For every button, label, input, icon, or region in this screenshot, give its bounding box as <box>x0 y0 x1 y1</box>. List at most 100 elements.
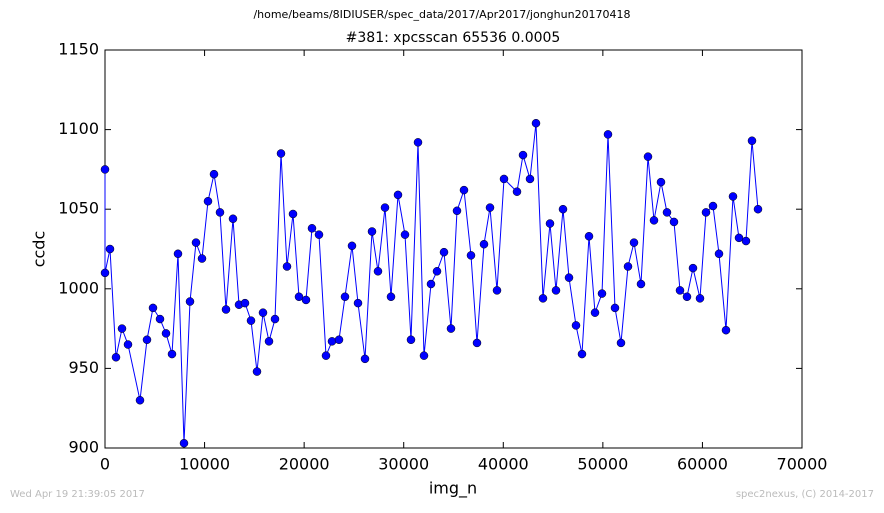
data-point <box>714 249 724 259</box>
data-point <box>246 316 256 325</box>
data-point <box>623 262 633 271</box>
data-point <box>117 324 127 333</box>
data-point <box>334 335 344 344</box>
data-point <box>209 169 219 179</box>
data-point <box>191 238 201 247</box>
x-tick-label: 60000 <box>677 455 728 474</box>
data-point <box>734 233 744 243</box>
data-point <box>406 335 416 344</box>
data-point <box>100 268 110 278</box>
data-point <box>123 340 133 349</box>
data-point <box>479 239 489 249</box>
chart-title: #381: xpcsscan 65536 0.0005 <box>346 30 561 46</box>
data-point <box>701 208 711 217</box>
x-tick-label: 10000 <box>179 455 230 474</box>
data-point <box>518 150 528 160</box>
data-point <box>215 208 225 217</box>
x-tick-label: 0 <box>100 455 110 474</box>
data-point <box>558 204 568 214</box>
data-point <box>695 294 705 303</box>
data-point <box>452 206 462 216</box>
data-point <box>258 308 268 317</box>
data-point <box>459 185 469 195</box>
data-point <box>167 349 177 359</box>
data-point <box>161 329 171 338</box>
data-point <box>649 216 659 225</box>
data-point <box>688 263 698 273</box>
data-point <box>610 303 620 313</box>
data-point <box>590 308 600 317</box>
data-point <box>321 351 331 360</box>
data-point <box>564 273 574 282</box>
data-point <box>656 177 666 187</box>
data-point <box>294 292 304 302</box>
data-point <box>340 292 350 302</box>
data-point <box>264 337 274 346</box>
data-point <box>142 335 152 344</box>
data-point <box>240 298 250 308</box>
data-point <box>380 203 390 212</box>
y-tick-label: 1000 <box>58 278 99 297</box>
y-tick-label: 950 <box>68 358 99 377</box>
data-point <box>512 187 522 196</box>
data-point <box>400 230 410 239</box>
y-axis-label: ccdc <box>30 231 49 268</box>
x-tick-label: 50000 <box>577 455 628 474</box>
data-point <box>525 174 535 184</box>
data-point <box>373 267 383 276</box>
data-point <box>753 204 763 214</box>
data-point <box>577 349 587 359</box>
data-line <box>104 123 759 444</box>
data-point <box>393 190 403 200</box>
data-point <box>135 395 145 405</box>
data-point <box>675 286 685 295</box>
data-point <box>301 295 311 305</box>
data-point <box>360 354 370 364</box>
x-tick-label: 40000 <box>478 455 529 474</box>
data-point <box>314 230 324 239</box>
data-point <box>282 262 292 271</box>
data-point <box>531 118 541 128</box>
data-point <box>721 325 731 335</box>
data-point <box>367 227 377 236</box>
data-point <box>288 209 298 219</box>
data-point <box>499 174 509 184</box>
data-point <box>347 241 357 251</box>
data-point <box>252 367 262 376</box>
data-point <box>105 244 115 254</box>
data-point <box>485 203 495 212</box>
y-tick-label: 1150 <box>58 40 99 59</box>
data-point <box>432 267 442 276</box>
data-point <box>551 286 561 295</box>
data-point <box>636 279 646 289</box>
data-point <box>545 219 555 228</box>
data-point <box>173 249 183 259</box>
data-point <box>270 314 280 324</box>
x-tick-label: 20000 <box>279 455 330 474</box>
x-tick-label: 70000 <box>777 455 828 474</box>
data-point <box>616 338 626 348</box>
data-point <box>155 314 165 324</box>
data-point <box>148 303 158 313</box>
data-point <box>111 353 121 362</box>
data-point <box>100 165 110 174</box>
y-tick-label: 900 <box>68 438 99 457</box>
data-point <box>185 297 195 306</box>
data-point <box>197 254 207 263</box>
data-point <box>629 238 639 247</box>
data-point <box>228 214 238 224</box>
data-point <box>603 130 613 139</box>
data-point <box>466 251 476 260</box>
footer-left: Wed Apr 19 21:39:05 2017 <box>10 489 145 500</box>
data-point <box>472 338 482 348</box>
data-point <box>179 438 189 448</box>
data-point <box>327 337 337 346</box>
data-point <box>426 279 436 289</box>
data-point <box>221 305 231 314</box>
data-point <box>741 236 751 246</box>
data-point <box>669 217 679 227</box>
data-point <box>386 292 396 302</box>
data-point <box>708 201 718 211</box>
x-tick-label: 30000 <box>378 455 429 474</box>
